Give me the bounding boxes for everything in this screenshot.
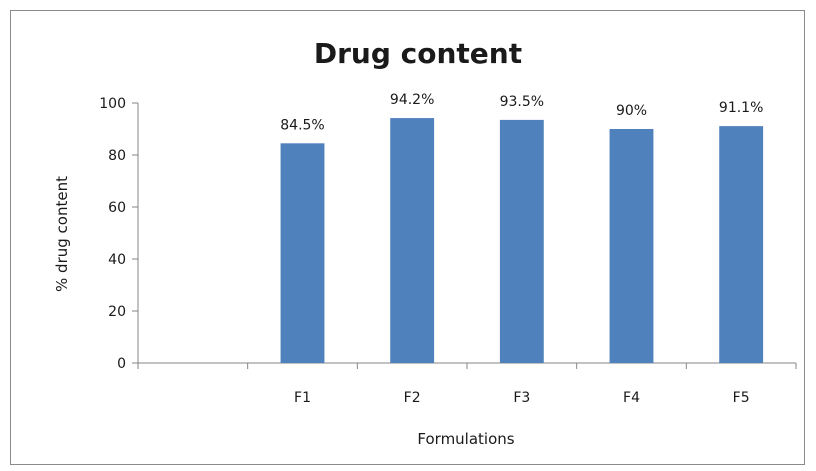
data-label: 94.2% (390, 92, 434, 108)
x-tick-label: F5 (733, 390, 750, 406)
chart-title: Drug content (314, 37, 522, 70)
y-tick-label: 20 (108, 304, 126, 320)
y-tick-label: 40 (108, 252, 126, 268)
bar (499, 119, 544, 364)
data-label: 91.1% (719, 100, 763, 116)
bar (609, 129, 654, 363)
y-tick-label: 80 (108, 148, 126, 164)
bar (280, 143, 325, 363)
data-label: 84.5% (280, 117, 324, 133)
y-axis: 0 20 40 60 80 100 (99, 96, 139, 372)
x-axis: F1 F2 F3 F4 F5 (137, 362, 797, 406)
x-tick-label: F4 (623, 390, 640, 406)
y-axis-label: % drug content (53, 176, 71, 292)
x-tick-label: F2 (404, 390, 421, 406)
data-label: 90% (616, 103, 647, 119)
chart-frame: Drug content % drug content Formulations… (10, 10, 805, 465)
bar (390, 118, 435, 363)
y-tick-label: 60 (108, 200, 126, 216)
bar-chart: Drug content % drug content Formulations… (53, 37, 797, 448)
x-axis-label: Formulations (417, 430, 514, 448)
y-tick-label: 100 (99, 96, 126, 112)
data-label: 93.5% (500, 94, 544, 110)
x-tick-label: F1 (294, 390, 311, 406)
x-tick-label: F3 (513, 390, 530, 406)
bar (719, 126, 764, 363)
bars: 84.5% 94.2% 93.5% 90% 91.1% (280, 92, 764, 364)
y-tick-label: 0 (117, 356, 126, 372)
